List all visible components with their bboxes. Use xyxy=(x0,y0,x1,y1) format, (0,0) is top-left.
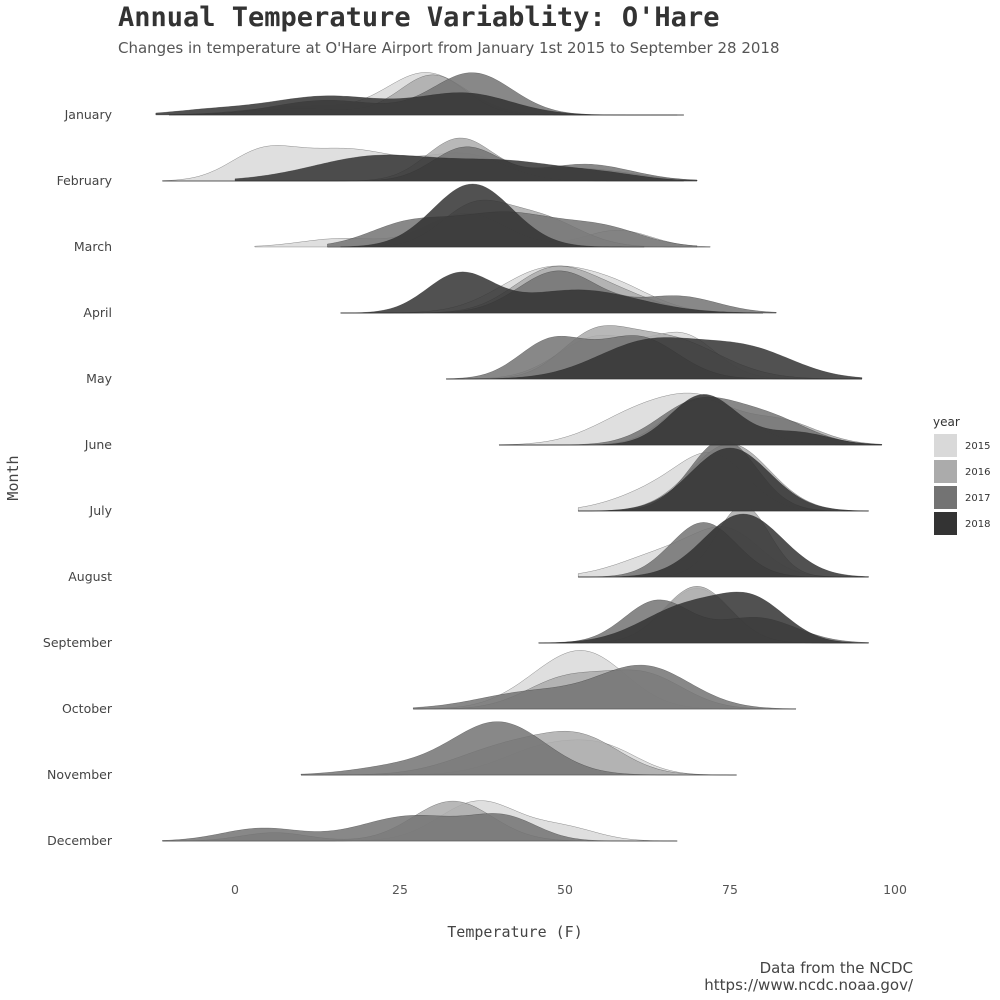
ridge-april xyxy=(340,265,777,314)
y-label-march: March xyxy=(74,239,112,254)
density-january-2018 xyxy=(155,92,678,116)
y-label-april: April xyxy=(83,305,112,320)
y-axis-labels: January February March April May June July Augu… xyxy=(43,107,113,848)
ridge-january xyxy=(155,72,684,116)
density-november-2017 xyxy=(300,721,737,776)
ridge-july xyxy=(578,439,869,512)
y-label-june: June xyxy=(84,437,113,452)
y-axis-title: Month xyxy=(4,455,22,500)
legend-label-2017: 2017 xyxy=(965,493,990,504)
legend-label-2015: 2015 xyxy=(965,441,990,452)
ridge-december xyxy=(162,800,678,842)
chart-subtitle: Changes in temperature at O'Hare Airport… xyxy=(118,39,780,57)
ridge-september xyxy=(538,586,869,644)
x-tick-25: 25 xyxy=(392,882,408,897)
density-april-2018 xyxy=(340,271,777,314)
x-axis-title: Temperature (F) xyxy=(447,923,582,941)
legend-label-2016: 2016 xyxy=(965,467,990,478)
density-may-2018 xyxy=(446,337,863,380)
y-label-december: December xyxy=(47,833,113,848)
x-axis-ticks: 0 25 50 75 100 xyxy=(231,882,907,897)
density-march-2018 xyxy=(340,183,645,248)
density-february-2018 xyxy=(234,154,698,182)
x-tick-100: 100 xyxy=(883,882,907,897)
legend-swatch-2017 xyxy=(934,486,957,509)
ridge-november xyxy=(300,721,737,776)
x-tick-75: 75 xyxy=(722,882,738,897)
legend: year 2015 2016 2017 2018 xyxy=(933,415,990,535)
ridge-october xyxy=(413,650,797,710)
y-label-november: November xyxy=(47,767,113,782)
chart-title: Annual Temperature Variablity: O'Hare xyxy=(118,2,719,33)
y-label-august: August xyxy=(68,569,112,584)
density-september-2018 xyxy=(538,591,869,644)
ridge-august xyxy=(578,505,869,578)
y-label-september: September xyxy=(43,635,113,650)
ridge-june xyxy=(498,392,882,446)
ridge-may xyxy=(446,325,863,380)
density-june-2018 xyxy=(499,394,882,446)
density-december-2017 xyxy=(162,813,678,842)
y-label-october: October xyxy=(62,701,113,716)
legend-swatch-2015 xyxy=(934,434,957,457)
density-october-2017 xyxy=(413,664,797,710)
legend-swatch-2016 xyxy=(934,460,957,483)
y-label-may: May xyxy=(86,371,112,386)
ridge-march xyxy=(254,183,711,248)
x-tick-0: 0 xyxy=(231,882,239,897)
legend-label-2018: 2018 xyxy=(965,519,990,530)
x-tick-50: 50 xyxy=(557,882,573,897)
caption-source: Data from the NCDC xyxy=(760,959,913,977)
legend-swatch-2018 xyxy=(934,512,957,535)
ridges xyxy=(155,72,882,842)
density-july-2018 xyxy=(578,447,869,512)
ridge-february xyxy=(162,137,698,182)
density-august-2018 xyxy=(578,513,869,578)
y-label-july: July xyxy=(89,503,113,518)
caption-url: https://www.ncdc.noaa.gov/ xyxy=(704,976,914,994)
y-label-february: February xyxy=(57,173,113,188)
legend-title: year xyxy=(933,415,960,429)
y-label-january: January xyxy=(64,107,113,122)
